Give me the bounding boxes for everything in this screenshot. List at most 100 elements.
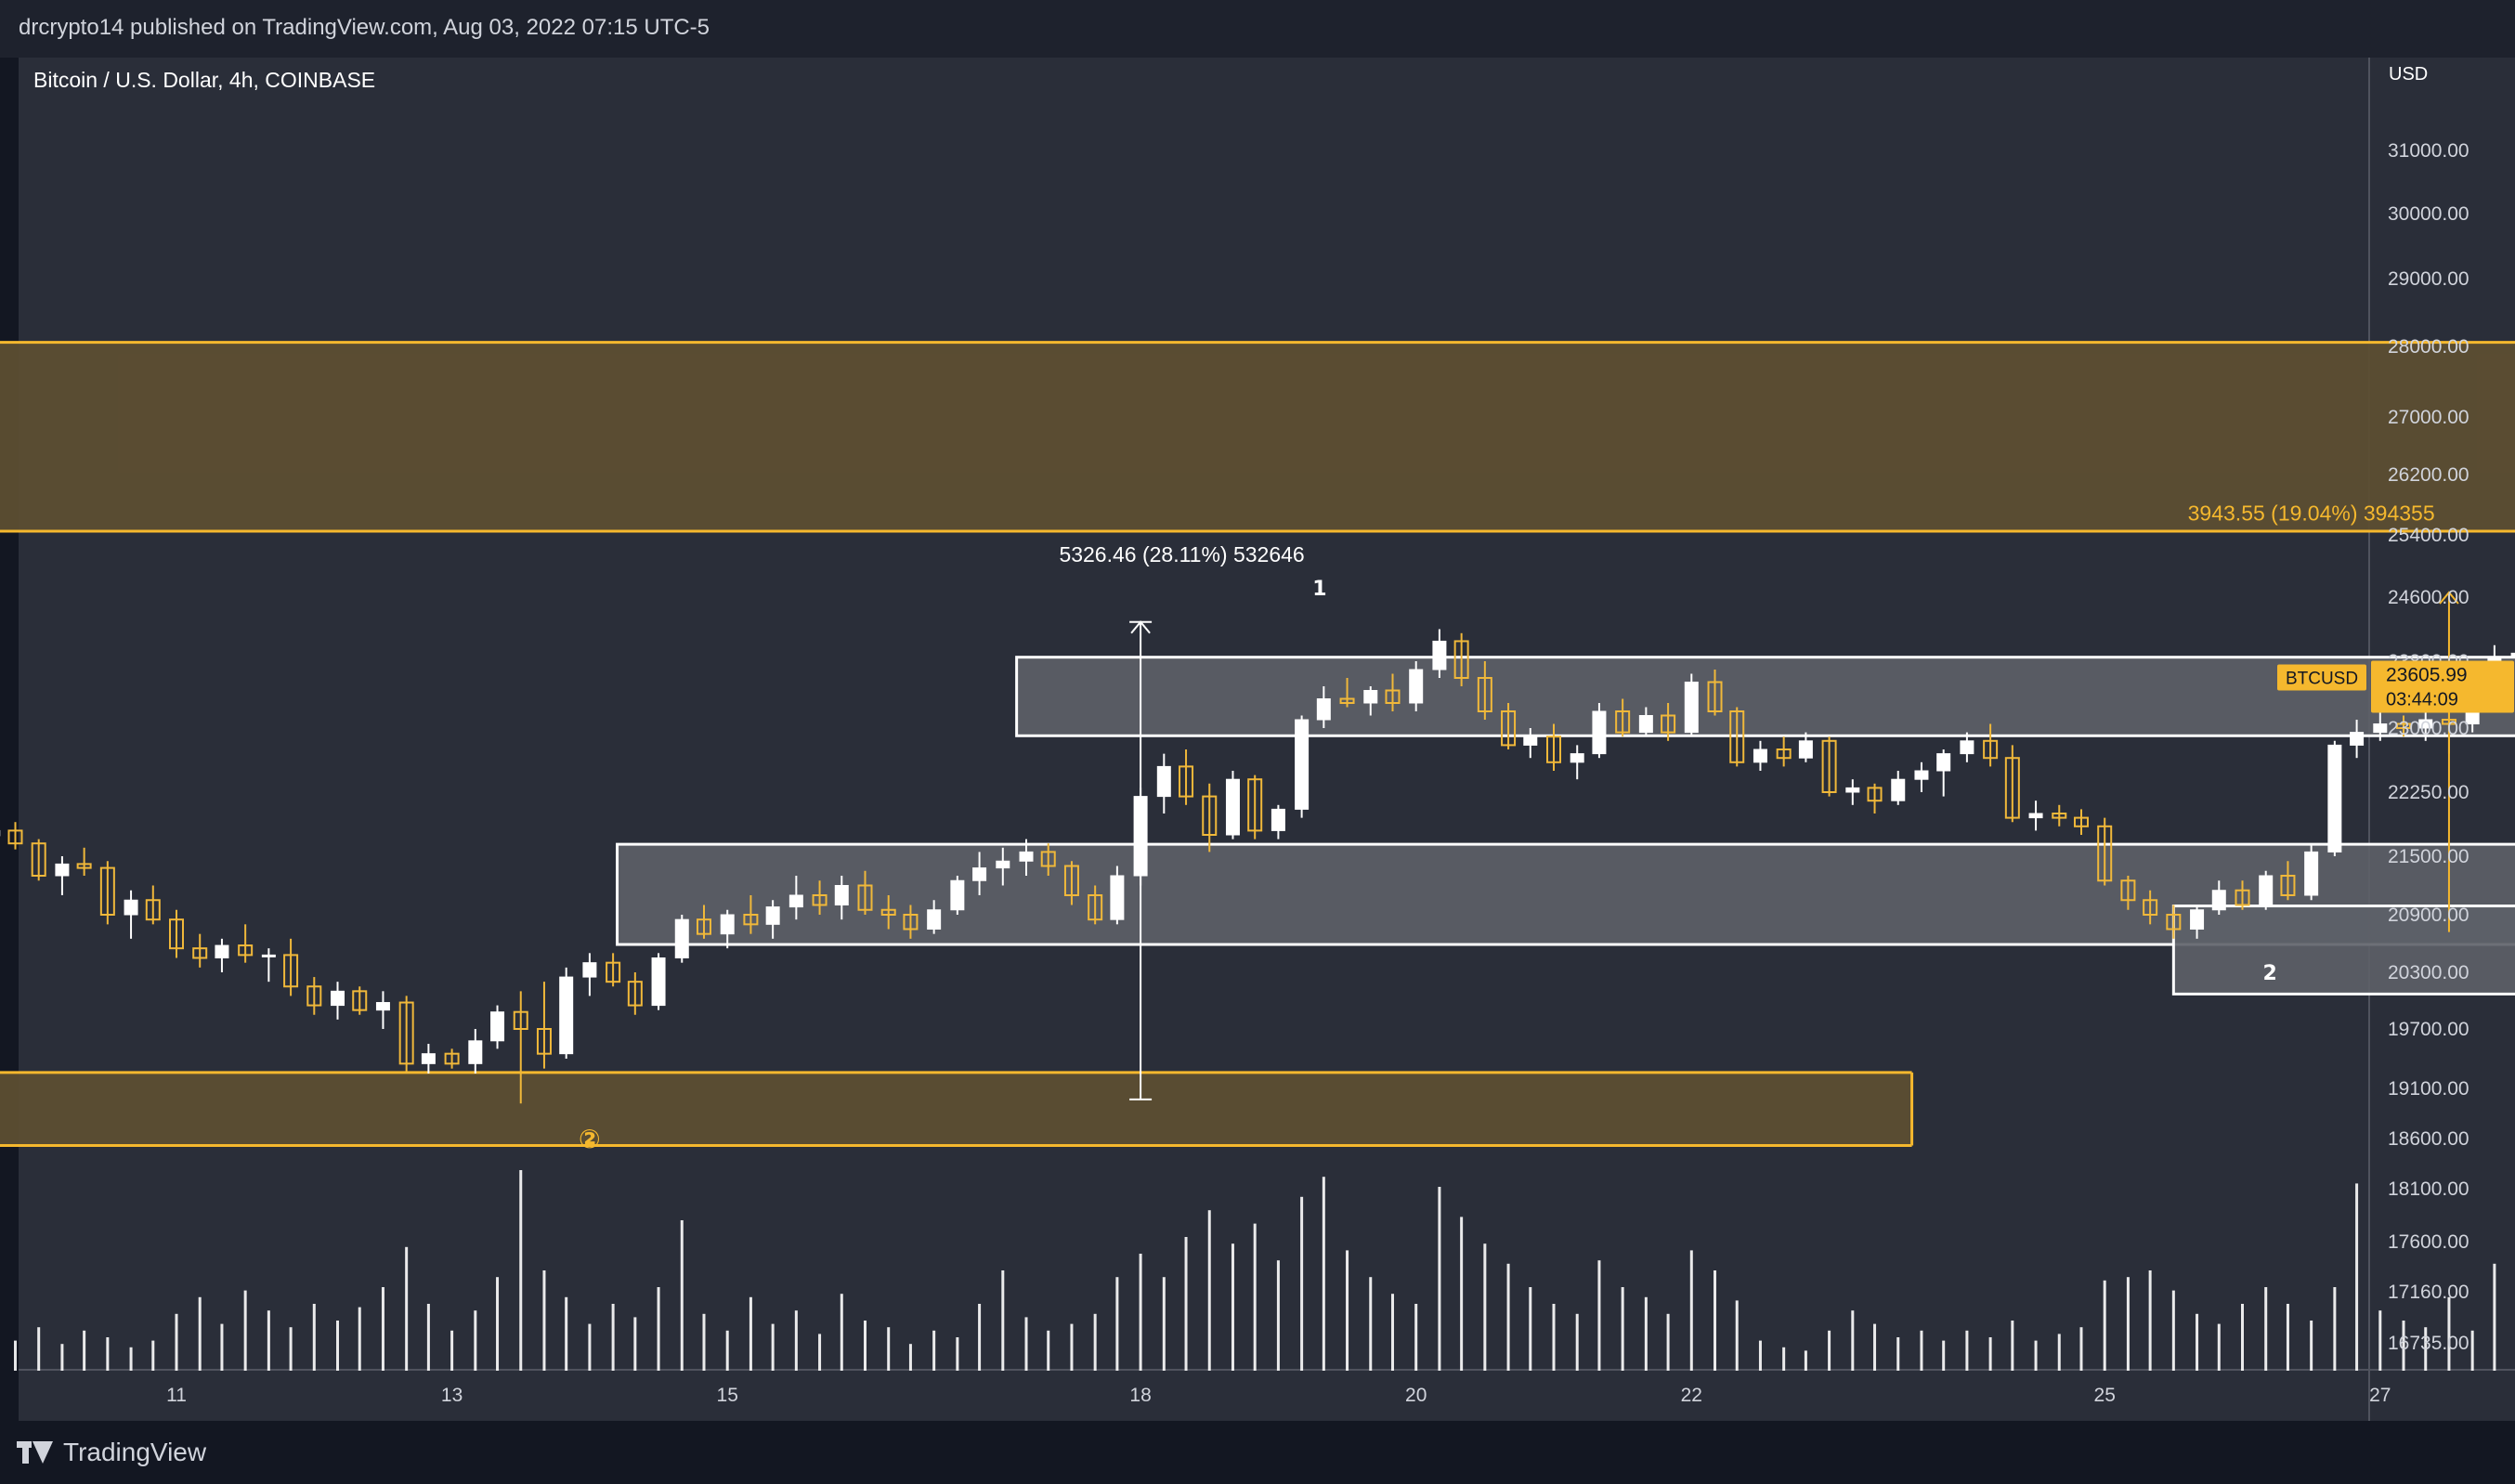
gold-zone-1	[0, 1072, 1912, 1146]
y-tick-label: 29000.00	[2388, 268, 2469, 290]
x-tick-label: 13	[441, 1385, 463, 1406]
symbol-tag: BTCUSD	[2286, 669, 2358, 688]
volume-bar	[2378, 1310, 2382, 1371]
candle-body	[2510, 652, 2515, 658]
candle	[950, 876, 965, 915]
candle	[972, 852, 987, 895]
candle-body	[903, 914, 919, 931]
candle	[1845, 779, 1860, 805]
tradingview-brand[interactable]: TradingView	[17, 1436, 206, 1469]
candle-body	[7, 829, 23, 845]
candle-body	[2211, 890, 2226, 911]
candle	[1684, 673, 1699, 737]
candle-body	[55, 863, 70, 877]
volume-bar	[1276, 1260, 1280, 1371]
candle-body	[1271, 808, 1285, 831]
volume-bar	[336, 1321, 340, 1371]
candle	[2190, 905, 2205, 939]
candle	[2304, 843, 2319, 901]
x-tick-label: 20	[1405, 1385, 1427, 1406]
volume-bar	[1438, 1187, 1441, 1371]
volume-bar	[2402, 1321, 2405, 1371]
candle	[1040, 843, 1056, 876]
volume-bar	[1828, 1330, 1831, 1371]
volume-bar	[887, 1327, 891, 1371]
candle	[1592, 703, 1607, 759]
candle-body	[1409, 669, 1424, 704]
y-tick-label: 18100.00	[2388, 1178, 2469, 1200]
candle-body	[31, 842, 46, 878]
candle	[1247, 775, 1263, 840]
candle-body	[2166, 914, 2182, 931]
volume-bar	[2424, 1327, 2428, 1371]
candle	[2143, 890, 2158, 925]
volume-bar	[1322, 1177, 1325, 1371]
candle	[352, 986, 368, 1015]
volume-bar	[1873, 1323, 1877, 1371]
candle-body	[215, 944, 229, 958]
candle-body	[950, 879, 965, 911]
volume-bar	[175, 1313, 178, 1371]
volume-bar	[611, 1304, 615, 1371]
tradingview-logo-icon	[17, 1441, 54, 1464]
volume-bar	[1483, 1243, 1487, 1371]
candle	[1821, 736, 1837, 797]
volume-bar	[2493, 1263, 2496, 1371]
candle-body	[261, 954, 276, 957]
candle-body	[1753, 749, 1767, 763]
volume-bar	[1184, 1237, 1188, 1371]
candle-body	[996, 860, 1010, 869]
volume-bar	[1851, 1310, 1855, 1371]
volume-bar	[749, 1296, 752, 1371]
volume-bar	[243, 1290, 247, 1371]
volume-bar	[932, 1330, 936, 1371]
volume-bar	[519, 1170, 523, 1371]
candle-body	[743, 914, 759, 926]
volume-bar	[1024, 1317, 1028, 1371]
volume-bar	[1115, 1277, 1119, 1371]
volume-bar	[771, 1323, 775, 1371]
candle-body	[1983, 739, 1999, 760]
candle	[1707, 670, 1723, 716]
candle	[812, 880, 827, 915]
candle-body	[2350, 732, 2365, 746]
candle	[2396, 715, 2412, 737]
candle-body	[1661, 714, 1676, 734]
candle-body	[145, 899, 161, 921]
symbol-tag-bg	[2277, 664, 2366, 691]
volume-bar	[1460, 1217, 1464, 1371]
volume-bar	[1689, 1250, 1693, 1371]
currency-label: USD	[2389, 64, 2428, 85]
volume-bar	[1001, 1270, 1005, 1371]
candle-body	[1088, 894, 1103, 921]
volume-bar	[2470, 1330, 2474, 1371]
candle	[283, 938, 299, 996]
volume-bar	[657, 1287, 660, 1371]
candle-body	[1776, 749, 1792, 760]
volume-bar	[725, 1330, 729, 1371]
candle-body	[1936, 753, 1951, 772]
candle-body	[421, 1053, 436, 1064]
volume-bar	[405, 1246, 409, 1371]
candle	[1019, 839, 1034, 876]
candle-body	[2073, 816, 2089, 827]
candle-body	[2280, 875, 2296, 896]
candle	[996, 847, 1010, 886]
candle-body	[2028, 813, 2043, 819]
volume-bar	[1920, 1330, 1923, 1371]
candle	[1867, 783, 1883, 814]
candle	[2280, 861, 2296, 901]
candle-body	[2235, 889, 2250, 906]
volume-bar	[1988, 1337, 1992, 1371]
volume-bar	[129, 1347, 133, 1371]
volume-bar	[1047, 1330, 1050, 1371]
candle	[927, 900, 942, 934]
candle-body	[1729, 710, 1745, 763]
candle-body	[1156, 765, 1171, 798]
volume-bar	[2241, 1304, 2244, 1371]
candle-body	[2373, 723, 2388, 734]
candle-body	[1592, 710, 1607, 755]
volume-bar	[1666, 1313, 1670, 1371]
measure-arrowhead	[2439, 591, 2459, 605]
